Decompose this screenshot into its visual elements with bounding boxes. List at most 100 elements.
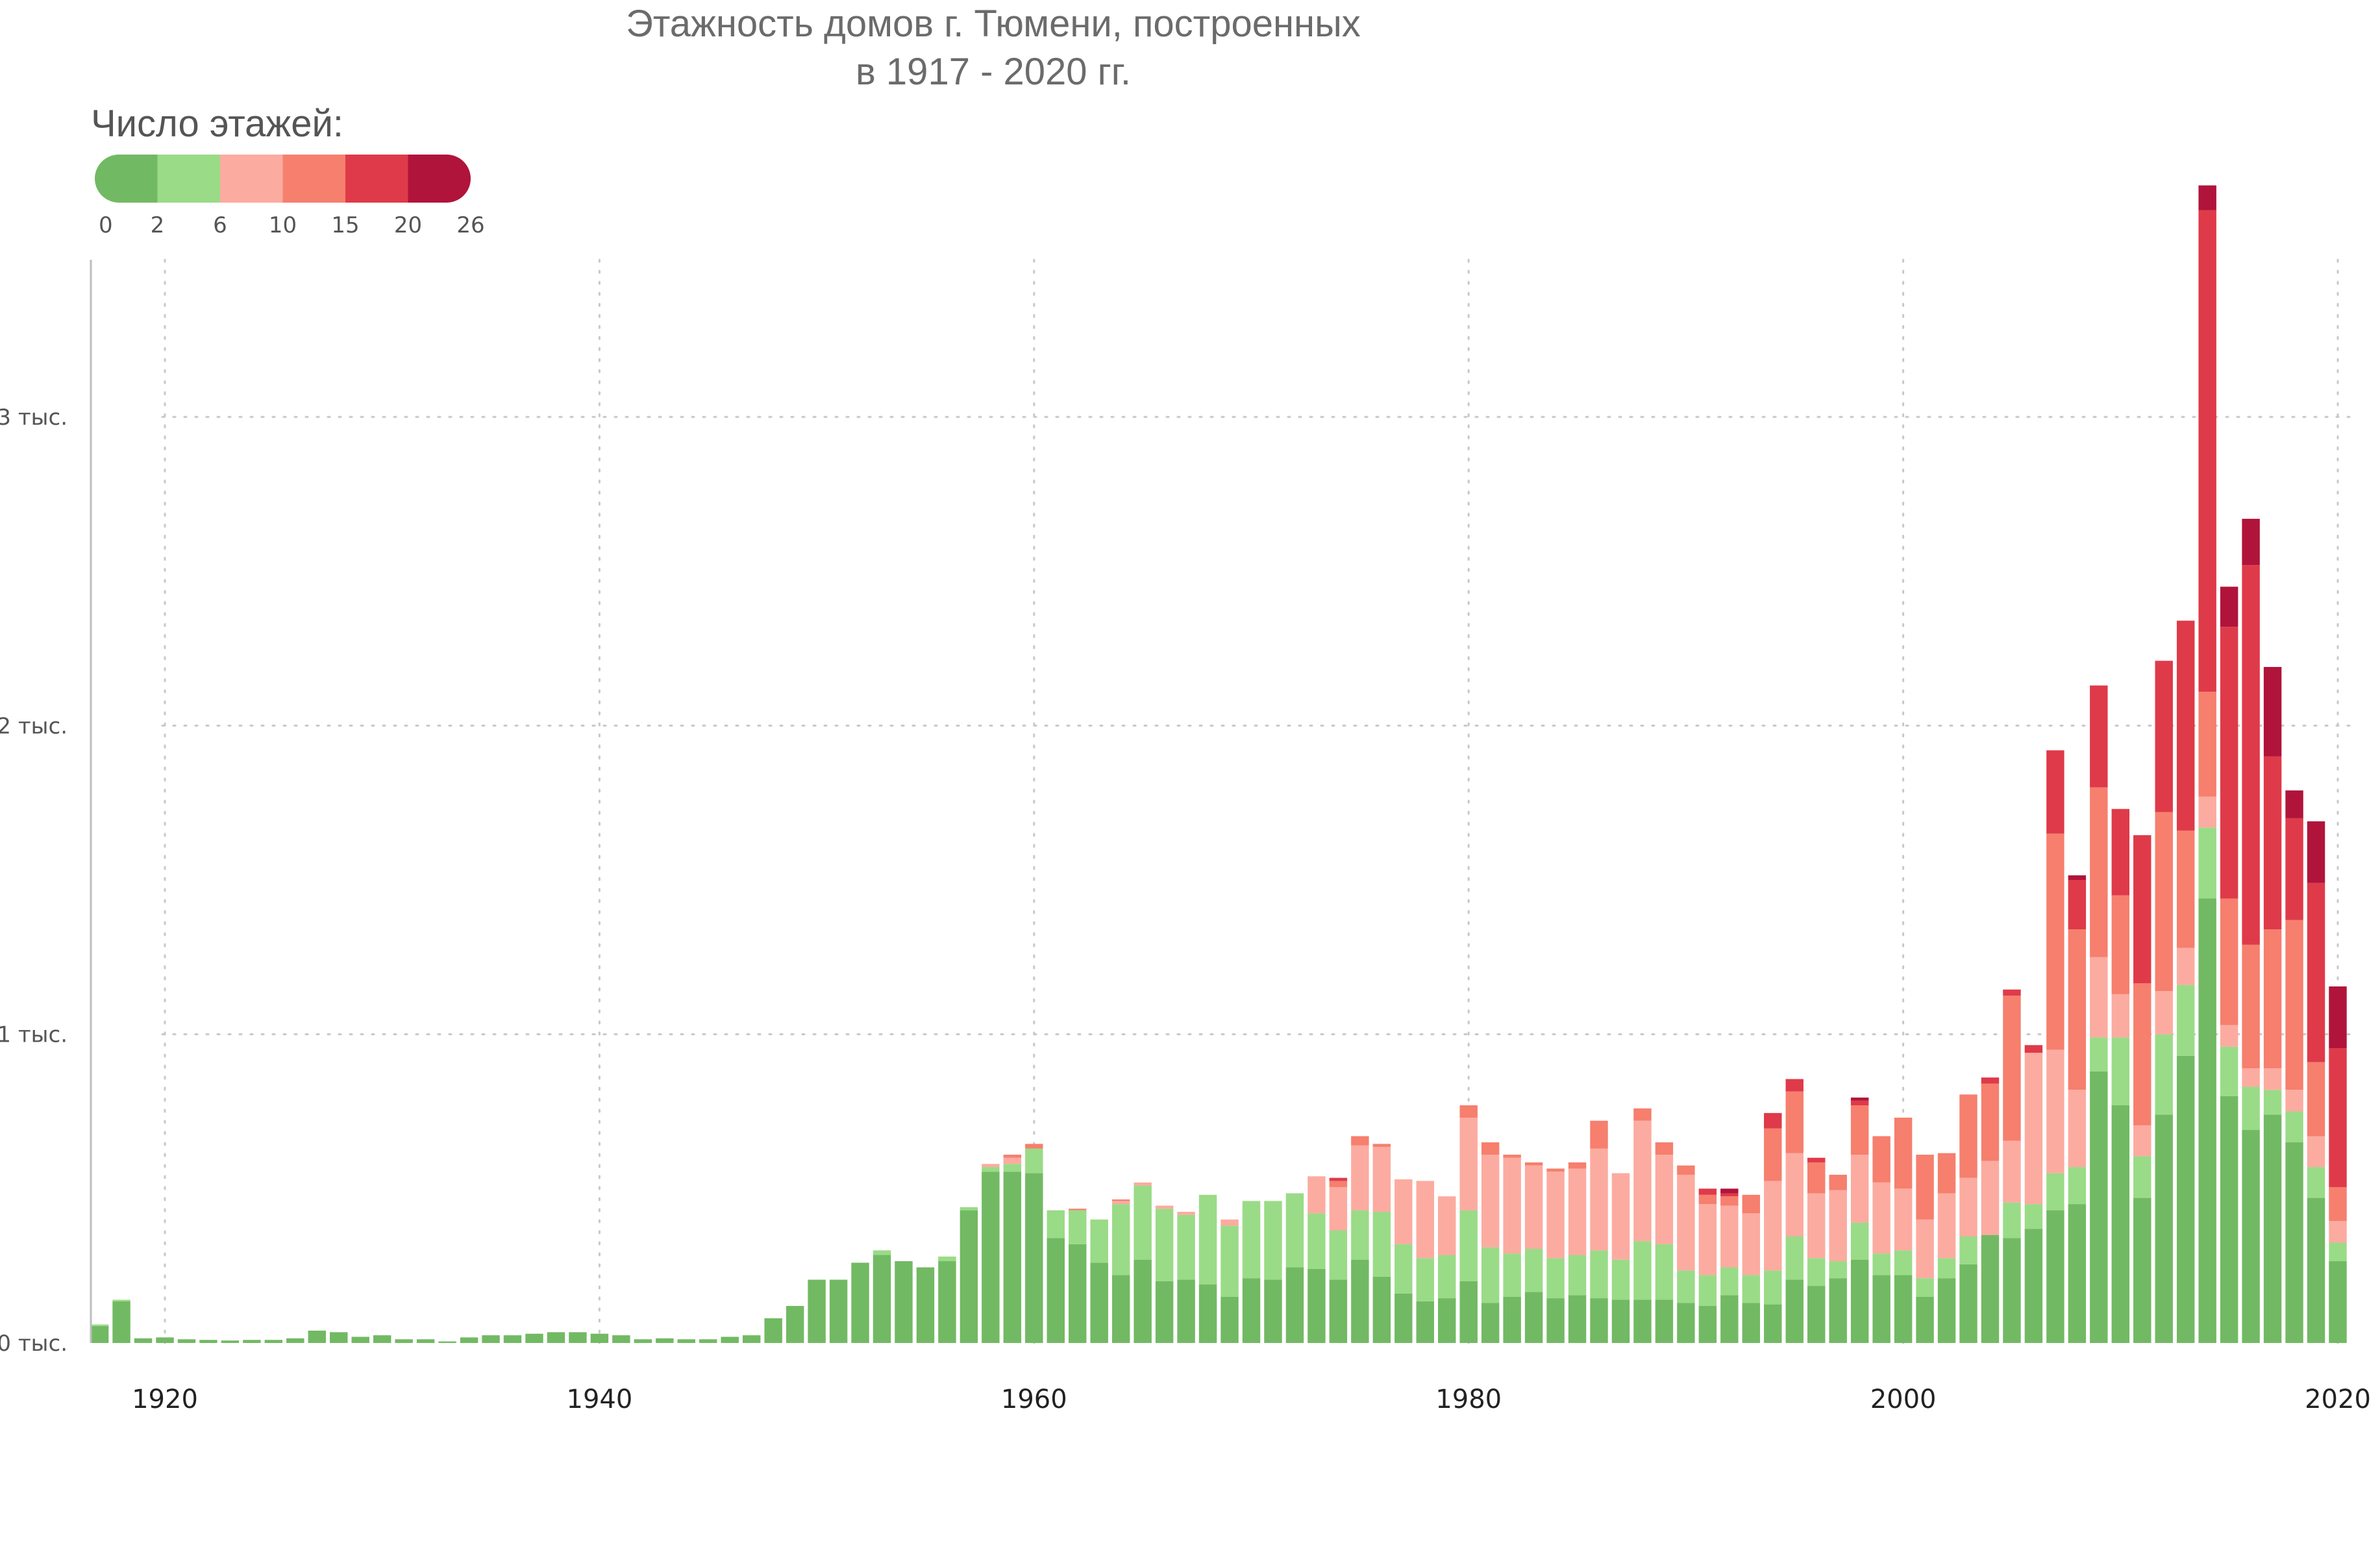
bar-segment-1988-6-10 [1633,1120,1652,1242]
bar-segment-2020-6-10 [2329,1221,2347,1243]
bar-segment-2001-2-6 [1916,1278,1934,1297]
bar-segment-1998-6-10 [1850,1155,1869,1223]
bar-segment-2003-0-2 [1959,1264,1977,1343]
bar-segment-2000-10-15 [1894,1118,1913,1189]
bar-segment-1956-2-6 [938,1256,956,1262]
bar-segment-2002-0-2 [1937,1278,1956,1343]
bar-segment-1917-2-6 [90,1324,109,1326]
bar-segment-1927-0-2 [308,1330,327,1343]
legend-tick-label: 10 [269,212,297,238]
bar-segment-1998-0-2 [1850,1259,1869,1343]
bar-segment-1930-0-2 [373,1335,391,1343]
bar-segment-2020-15-20 [2329,1048,2347,1187]
bar-segment-2018-2-6 [2285,1111,2303,1143]
bar-segment-2013-2-6 [2176,985,2195,1056]
bar-segment-1923-0-2 [221,1340,240,1343]
bar-segment-1977-2-6 [1395,1244,1413,1294]
bar-segment-1962-0-2 [1069,1244,1087,1343]
bar-segment-1990-2-6 [1677,1270,1695,1303]
chart-title: Этажность домов г. Тюмени, построенных [626,3,1361,45]
bar-segment-2018-15-20 [2285,818,2303,920]
bar-segment-1998-20-26 [1850,1098,1869,1101]
bar-segment-2017-20-26 [2263,667,2282,757]
bar-segment-1957-2-6 [960,1207,978,1211]
bar-segment-1926-0-2 [286,1338,304,1343]
bar-segment-1988-2-6 [1633,1241,1652,1300]
bar-segment-2020-0-2 [2329,1261,2347,1343]
bar-segment-1959-6-10 [1003,1157,1022,1164]
bar-segment-2018-6-10 [2285,1090,2303,1112]
bar-segment-1999-6-10 [1872,1182,1890,1254]
bar-segment-1987-2-6 [1611,1259,1630,1300]
bar-segment-1972-2-6 [1285,1193,1304,1268]
bar-segment-1980-10-15 [1459,1105,1478,1118]
bar-segment-1994-10-15 [1764,1128,1782,1181]
bar-segment-1931-0-2 [395,1339,413,1343]
legend: 0 2 6 10 15 20 26 [95,155,485,238]
bar-segment-2005-15-20 [2003,989,2021,996]
legend-swatch-2 [220,155,284,203]
bar-segment-1985-0-2 [1568,1295,1587,1343]
bar-segment-1982-6-10 [1503,1157,1521,1254]
bar-segment-1981-10-15 [1481,1142,1500,1155]
bar-segment-2014-15-20 [2198,210,2216,692]
bar-segment-1974-15-20 [1329,1177,1348,1181]
bar-segment-1967-2-6 [1177,1214,1195,1280]
bar-segment-1974-10-15 [1329,1181,1348,1187]
bar-segment-2000-0-2 [1894,1275,1913,1343]
bar-segment-1993-10-15 [1742,1194,1761,1214]
bar-segment-1965-0-2 [1134,1259,1152,1343]
bar-segment-2020-10-15 [2329,1186,2347,1222]
bar-segment-1983-10-15 [1524,1162,1543,1166]
bar-segment-1968-2-6 [1198,1194,1217,1285]
bar-segment-1996-0-2 [1807,1286,1826,1343]
bar-segment-1978-0-2 [1416,1301,1434,1343]
bar-segment-1919-0-2 [134,1338,153,1343]
legend-tick-label: 6 [213,212,227,238]
bar-segment-1932-0-2 [416,1339,435,1343]
bar-segment-2019-6-10 [2307,1136,2325,1168]
bar-segment-2007-15-20 [2046,750,2064,834]
bar-segment-2008-15-20 [2068,880,2087,930]
bar-segment-1984-2-6 [1546,1258,1565,1299]
bar-segment-2018-10-15 [2285,920,2303,1090]
bar-segment-1951-0-2 [829,1279,848,1343]
bar-segment-1963-2-6 [1090,1219,1108,1263]
bar-segment-1966-2-6 [1155,1209,1174,1281]
bar-segment-2014-2-6 [2198,827,2216,899]
bar-segment-1998-2-6 [1850,1222,1869,1260]
legend-tick-label: 20 [394,212,422,238]
bar-segment-1962-10-15 [1069,1209,1087,1211]
bar-segment-2003-10-15 [1959,1094,1977,1178]
bar-segment-2005-2-6 [2003,1202,2021,1238]
bar-segment-2011-6-10 [2133,1125,2151,1157]
bar-segment-1996-2-6 [1807,1258,1826,1286]
bar-segment-1976-10-15 [1372,1144,1391,1148]
bar-segment-2006-0-2 [2024,1229,2043,1343]
bar-segment-1990-6-10 [1677,1174,1695,1271]
bar-segment-1999-0-2 [1872,1275,1890,1343]
bar-segment-2013-15-20 [2176,620,2195,831]
bar-segment-1958-2-6 [982,1167,1000,1172]
bar-segment-2009-6-10 [2090,957,2108,1038]
bar-segment-1957-0-2 [960,1210,978,1343]
bar-segment-1965-6-10 [1134,1182,1152,1186]
bar-segment-2002-6-10 [1937,1193,1956,1259]
bar-segment-2002-2-6 [1937,1258,1956,1279]
bar-segment-1994-15-20 [1764,1112,1782,1129]
bar-segment-1980-0-2 [1459,1281,1478,1343]
bar-segment-1988-0-2 [1633,1299,1652,1343]
bar-segment-1995-10-15 [1785,1091,1804,1153]
bar-segment-1964-2-6 [1111,1204,1130,1275]
bar-segment-2007-6-10 [2046,1049,2064,1173]
bar-segment-2001-6-10 [1916,1219,1934,1279]
bar-segment-1975-6-10 [1351,1145,1369,1211]
bar-segment-1973-0-2 [1308,1268,1326,1343]
y-tick-label: 3 тыс. [0,405,68,431]
bar-segment-1993-6-10 [1742,1213,1761,1275]
bar-segment-2006-2-6 [2024,1204,2043,1229]
bar-segment-2019-0-2 [2307,1198,2325,1343]
bar-segment-2007-0-2 [2046,1210,2064,1343]
bar-segment-1944-0-2 [677,1339,696,1343]
bar-segment-2020-20-26 [2329,986,2347,1049]
